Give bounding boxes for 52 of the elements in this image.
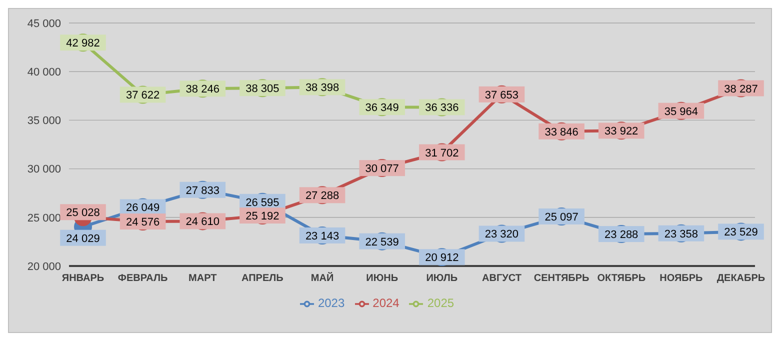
data-label: 38 305 [246, 83, 280, 96]
data-label: 25 028 [66, 207, 100, 220]
legend-label: 2025 [427, 296, 454, 310]
x-tick-label: НОЯБРЬ [660, 273, 703, 284]
x-tick-label: МАРТ [188, 273, 217, 284]
data-label: 23 288 [604, 229, 638, 242]
x-tick-label: СЕНТЯБРЬ [534, 273, 590, 284]
data-label: 33 846 [544, 126, 578, 138]
data-label: 36 349 [365, 102, 399, 114]
x-tick-label: АВГУСТ [482, 273, 522, 284]
data-label: 23 143 [305, 230, 340, 242]
y-tick-label: 45 000 [27, 18, 61, 30]
x-tick-label: ФЕВРАЛЬ [118, 273, 168, 284]
x-tick-label: ОКТЯБРЬ [597, 273, 646, 284]
data-label: 26 595 [246, 196, 280, 209]
data-label: 38 398 [305, 82, 340, 94]
data-label: 20 912 [425, 252, 459, 264]
data-label: 38 287 [724, 83, 758, 96]
data-label: 25 097 [544, 211, 578, 224]
y-tick-label: 30 000 [27, 164, 61, 176]
data-label: 27 833 [186, 184, 220, 197]
legend-label: 2023 [318, 296, 345, 310]
data-label: 35 964 [664, 106, 698, 118]
data-label: 30 077 [365, 163, 399, 176]
data-label: 25 192 [246, 210, 280, 223]
legend-label: 2024 [372, 296, 400, 310]
data-label: 23 358 [664, 228, 698, 240]
data-label: 23 529 [724, 226, 758, 239]
data-label: 36 336 [425, 102, 459, 114]
data-label: 26 049 [126, 202, 160, 214]
y-tick-label: 40 000 [27, 66, 61, 79]
x-tick-label: АПРЕЛЬ [242, 273, 284, 284]
data-label: 24 610 [186, 216, 220, 228]
x-tick-label: ИЮЛЬ [426, 273, 458, 284]
y-tick-label: 25 000 [27, 212, 61, 224]
data-label: 31 702 [425, 147, 459, 160]
data-label: 37 622 [126, 90, 160, 102]
data-label: 38 246 [186, 84, 220, 96]
data-label: 37 653 [484, 89, 519, 102]
data-label: 42 982 [66, 38, 100, 50]
x-tick-label: МАЙ [310, 271, 334, 284]
data-label: 24 029 [66, 232, 100, 245]
data-label: 24 576 [126, 216, 160, 229]
data-label: 27 288 [305, 190, 340, 202]
y-tick-label: 35 000 [27, 115, 61, 128]
data-label: 33 922 [604, 126, 638, 138]
data-label: 23 320 [484, 228, 519, 241]
x-tick-label: ЯНВАРЬ [62, 273, 104, 284]
x-tick-label: ДЕКАБРЬ [716, 273, 766, 284]
x-tick-label: ИЮНЬ [366, 273, 398, 284]
data-label: 22 539 [365, 236, 399, 248]
y-tick-label: 20 000 [27, 260, 61, 273]
